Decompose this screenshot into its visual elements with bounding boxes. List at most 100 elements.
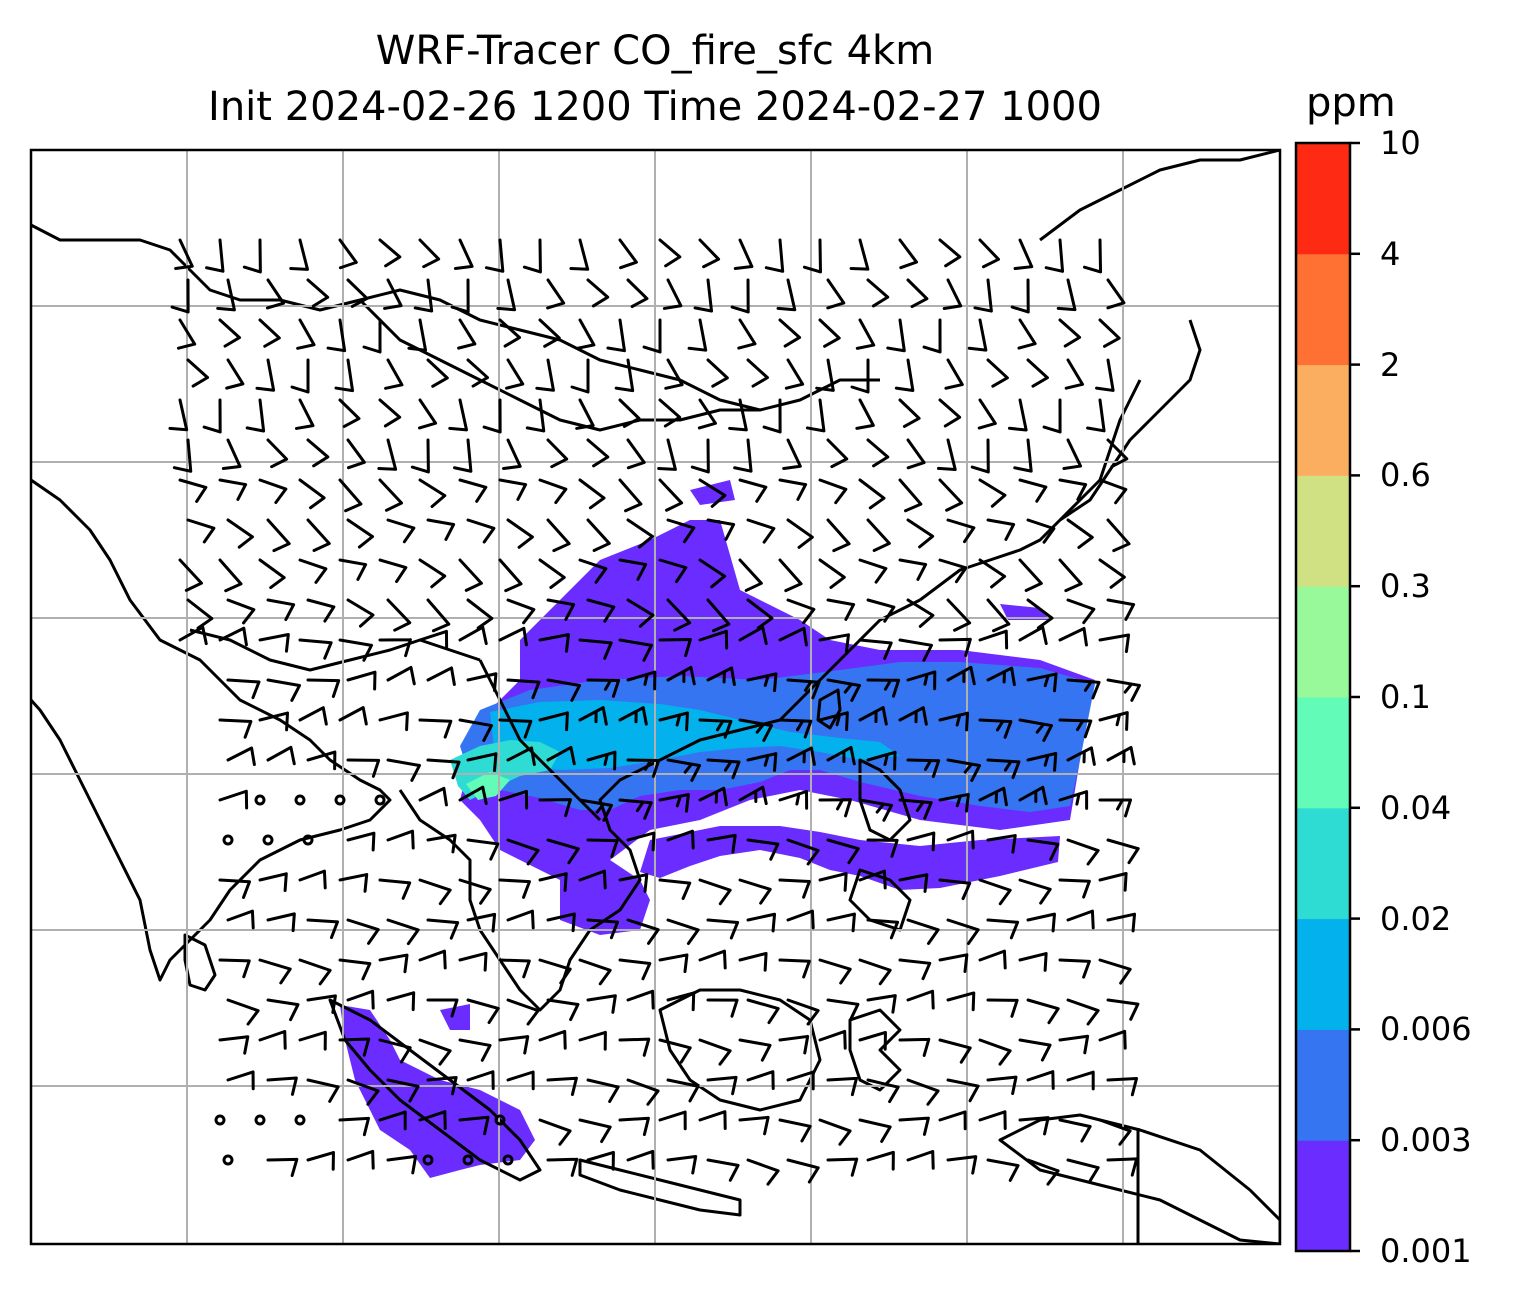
wind-barb [378, 1038, 412, 1064]
wind-barb [338, 478, 363, 513]
wind-barb [466, 998, 500, 1025]
coast-korea [1058, 379, 1142, 522]
wind-barb [1017, 318, 1037, 350]
wind-barb [826, 838, 860, 865]
wind-barb [1066, 746, 1096, 766]
wind-barb [849, 238, 870, 271]
wind-barb [805, 398, 826, 433]
wind-barb [218, 478, 248, 501]
wind-barb [658, 711, 689, 732]
wind-barb [906, 758, 941, 779]
wind-barb [458, 878, 492, 905]
wind-barb [383, 278, 403, 310]
wind-barb [418, 718, 453, 739]
wind-barb [346, 670, 377, 691]
wind-barb [538, 1118, 572, 1146]
wind-barb [826, 1076, 858, 1097]
colorbar-tick-label: 0.001 [1380, 1232, 1472, 1270]
wind-barb [738, 625, 768, 646]
wind-barb [1066, 998, 1100, 1026]
wind-barb [1106, 998, 1140, 1021]
wind-barb [1042, 398, 1062, 434]
wind-barb [698, 238, 721, 269]
wind-barb [218, 718, 253, 739]
wind-barb [578, 1118, 612, 1144]
wind-barb [946, 518, 976, 544]
border-mongolia-south [358, 298, 760, 432]
wind-barb [970, 438, 990, 474]
wind-barb [946, 918, 980, 945]
wind-barb [1066, 1070, 1095, 1091]
wind-barb [1098, 318, 1121, 348]
wind-barb [978, 949, 1007, 970]
wind-barb [762, 398, 782, 434]
map-title-line1: WRF-Tracer CO_fire_sfc 4km [375, 28, 935, 74]
wind-barb [1058, 1034, 1090, 1055]
wind-barb [1095, 358, 1115, 392]
wind-barb [586, 678, 621, 698]
wind-barb [746, 518, 776, 544]
wind-barb [538, 1029, 567, 1050]
wind-barb [458, 1115, 490, 1136]
wind-barb [730, 278, 750, 314]
wind-barb [693, 278, 714, 313]
wind-barb [978, 878, 1012, 906]
wind-barb [378, 878, 412, 900]
border-china-west [31, 223, 880, 412]
wind-barb [1106, 278, 1126, 310]
calm-wind-marker [294, 794, 306, 806]
wind-barb [457, 318, 477, 350]
wind-barb [178, 625, 208, 646]
wind-barb [738, 951, 768, 972]
wind-barb [978, 629, 1009, 650]
wind-barb [218, 318, 241, 348]
wind-barb [746, 672, 778, 693]
wind-barb [538, 711, 569, 732]
wind-barb [586, 598, 616, 623]
wind-barb [498, 1035, 530, 1055]
wind-barb [978, 1110, 1007, 1131]
wind-barb [776, 278, 797, 312]
wind-barb [906, 1149, 935, 1170]
wind-barb [538, 558, 566, 590]
wind-barb [1106, 598, 1136, 621]
wind-barb [1026, 1070, 1055, 1090]
wind-barb [458, 785, 488, 806]
wind-barb [906, 670, 937, 691]
wind-barb [1066, 1158, 1100, 1184]
wind-barb [1013, 238, 1034, 271]
wind-barb [1098, 871, 1128, 892]
wind-barb [666, 665, 696, 686]
wind-barb [698, 1110, 727, 1130]
wind-barb [245, 398, 266, 433]
wind-barb [614, 358, 635, 393]
wind-barb [698, 1038, 732, 1066]
calm-wind-marker [294, 1114, 306, 1126]
wind-barb [258, 318, 281, 348]
wind-barb [174, 238, 194, 271]
border-himalaya [189, 628, 481, 672]
wind-barb [506, 678, 541, 700]
wind-barb [826, 745, 856, 766]
wind-barb [298, 478, 326, 510]
wind-barb [498, 558, 523, 593]
wind-barb [346, 1078, 380, 1106]
wind-barb [826, 278, 846, 310]
wind-barb [525, 398, 546, 433]
wind-barb [586, 994, 617, 1014]
wind-barb [546, 278, 566, 310]
wind-barbs [168, 238, 1142, 1186]
wind-barb [938, 878, 972, 901]
wind-barb [205, 238, 225, 273]
wind-barb [1062, 438, 1083, 470]
wind-barb [226, 909, 255, 930]
wind-barb [690, 438, 710, 474]
wind-barb [658, 1038, 692, 1064]
colorbar-segment [1296, 143, 1350, 255]
wind-barb [458, 558, 483, 592]
wind-barb [1018, 878, 1052, 905]
wind-barb [418, 558, 447, 589]
wind-barb [386, 1154, 418, 1175]
wind-barb [782, 438, 802, 471]
wind-barb [866, 918, 900, 940]
